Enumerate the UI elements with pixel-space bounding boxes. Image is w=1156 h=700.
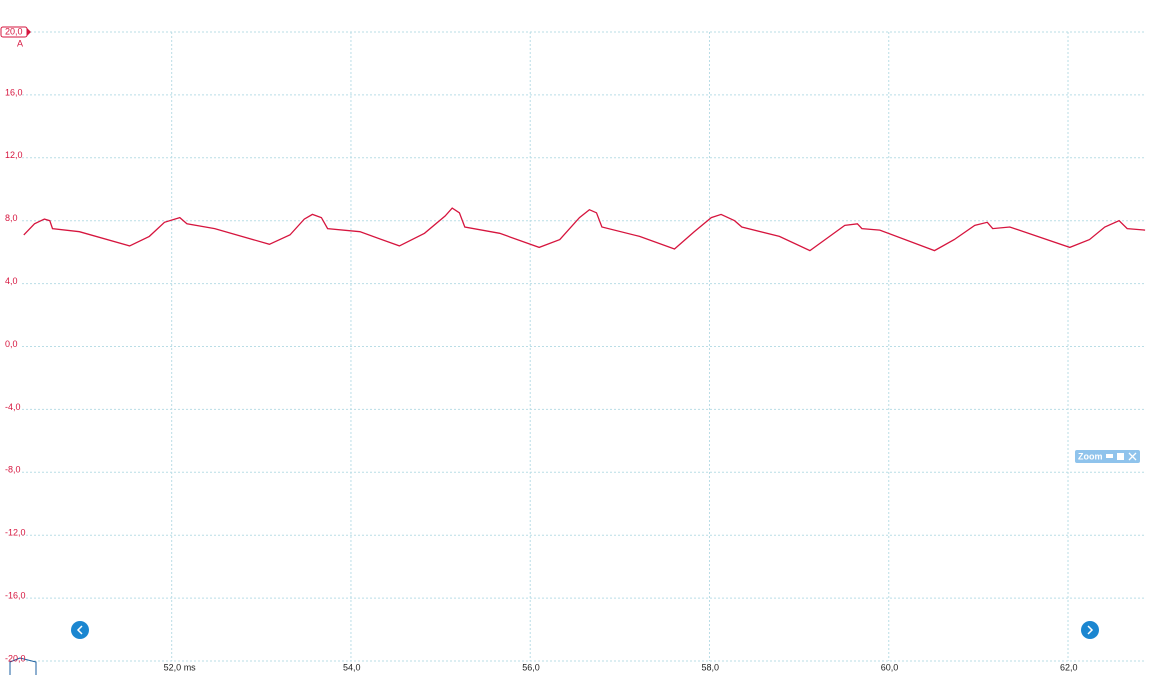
nav-right-icon	[1087, 625, 1094, 635]
zoom-button[interactable]: Zoom	[1075, 450, 1140, 463]
unit-label: A	[17, 38, 23, 48]
range-arrow	[27, 28, 31, 36]
waveform	[23, 207, 1146, 252]
nav-left-bg	[71, 621, 89, 639]
y-tick-label: -8,0	[5, 465, 21, 475]
zoom-label: Zoom	[1078, 451, 1103, 461]
nav-left-icon	[76, 625, 83, 635]
y-tick-label: 20,0	[5, 26, 23, 36]
y-tick-label: -20,0	[5, 653, 26, 663]
x-tick-label: 58,0	[701, 662, 719, 672]
x-tick-label: 62,0	[1060, 662, 1078, 672]
nav-left[interactable]	[71, 621, 89, 639]
x-tick-label: 60,0	[881, 662, 899, 672]
zoom-icon	[1106, 454, 1113, 458]
y-tick-label: 8,0	[5, 213, 18, 223]
ruler-handle[interactable]	[9, 657, 37, 675]
y-tick-label: 4,0	[5, 276, 18, 286]
y-tick-label: 12,0	[5, 150, 23, 160]
y-tick-label: -12,0	[5, 528, 26, 538]
y-tick-label: 0,0	[5, 339, 18, 349]
nav-right[interactable]	[1081, 621, 1099, 639]
y-tick-label: 16,0	[5, 87, 23, 97]
nav-right-bg	[1081, 621, 1099, 639]
x-tick-label: 54,0	[343, 662, 361, 672]
zoom-icon	[1117, 453, 1124, 460]
zoom-close	[1128, 452, 1137, 461]
x-tick-label: 52,0 ms	[164, 662, 197, 672]
x-tick-label: 56,0	[522, 662, 540, 672]
y-tick-label: -16,0	[5, 590, 26, 600]
y-tick-label: -4,0	[5, 402, 21, 412]
